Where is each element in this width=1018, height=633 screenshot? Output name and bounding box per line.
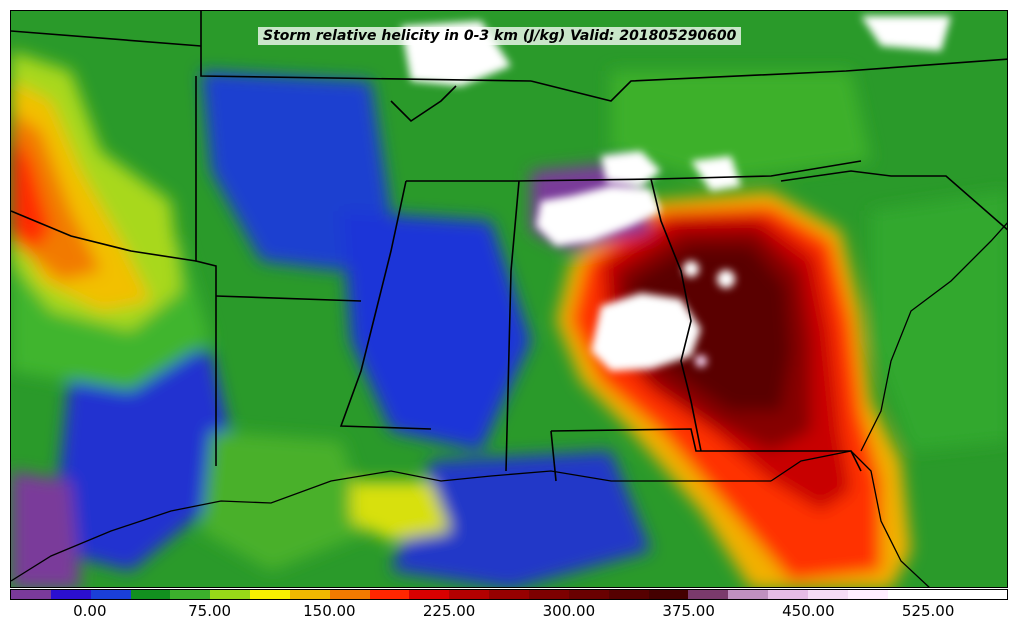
colorbar-swatch: [489, 590, 529, 599]
colorbar-swatch: [50, 590, 91, 599]
colorbar-swatch: [608, 590, 649, 599]
colorbar-tick-label: 300.00: [542, 602, 596, 620]
colorbar-swatch: [648, 590, 689, 599]
colorbar-swatch: [768, 590, 808, 599]
helicity-map: Storm relative helicity in 0-3 km (J/kg)…: [10, 10, 1008, 588]
colorbar-tick-label: 225.00: [422, 602, 476, 620]
colorbar-tick-label: 525.00: [901, 602, 955, 620]
colorbar-swatch: [688, 590, 729, 599]
state-boundaries: [11, 11, 1007, 482]
colorbar-swatch: [528, 590, 569, 599]
coastline: [11, 222, 1007, 587]
colorbar-swatch: [289, 590, 330, 599]
colorbar-swatch: [409, 590, 450, 599]
colorbar-swatch: [130, 590, 171, 599]
colorbar-swatch: [210, 590, 251, 599]
map-graphic: [11, 11, 1007, 587]
colorbar-swatch: [967, 590, 1008, 599]
colorbar-swatch: [887, 590, 928, 599]
colorbar-swatch: [927, 590, 968, 599]
colorbar-swatch: [369, 590, 410, 599]
colorbar-swatch: [90, 590, 131, 599]
colorbar-swatch: [568, 590, 609, 599]
colorbar-tick-label: 75.00: [188, 602, 232, 620]
colorbar-swatch: [250, 590, 290, 599]
colorbar-swatch: [11, 590, 51, 599]
colorbar-tick-label: 450.00: [782, 602, 835, 620]
colorbar-tick-label: 375.00: [662, 602, 715, 620]
colorbar-swatch: [449, 590, 490, 599]
map-title: Storm relative helicity in 0-3 km (J/kg)…: [258, 27, 742, 45]
colorbar-swatch: [170, 590, 211, 599]
colorbar-swatch: [728, 590, 769, 599]
helicity-field: [11, 11, 1007, 587]
colorbar-swatch: [847, 590, 888, 599]
colorbar-tick-label: 150.00: [303, 602, 356, 620]
colorbar-swatch: [329, 590, 370, 599]
colorbar: [10, 589, 1008, 600]
colorbar-tick-label: 0.00: [73, 602, 107, 620]
colorbar-labels: 0.00 75.00 150.00 225.00 300.00 375.00 450.00 5…: [10, 602, 1008, 624]
colorbar-swatch: [807, 590, 848, 599]
